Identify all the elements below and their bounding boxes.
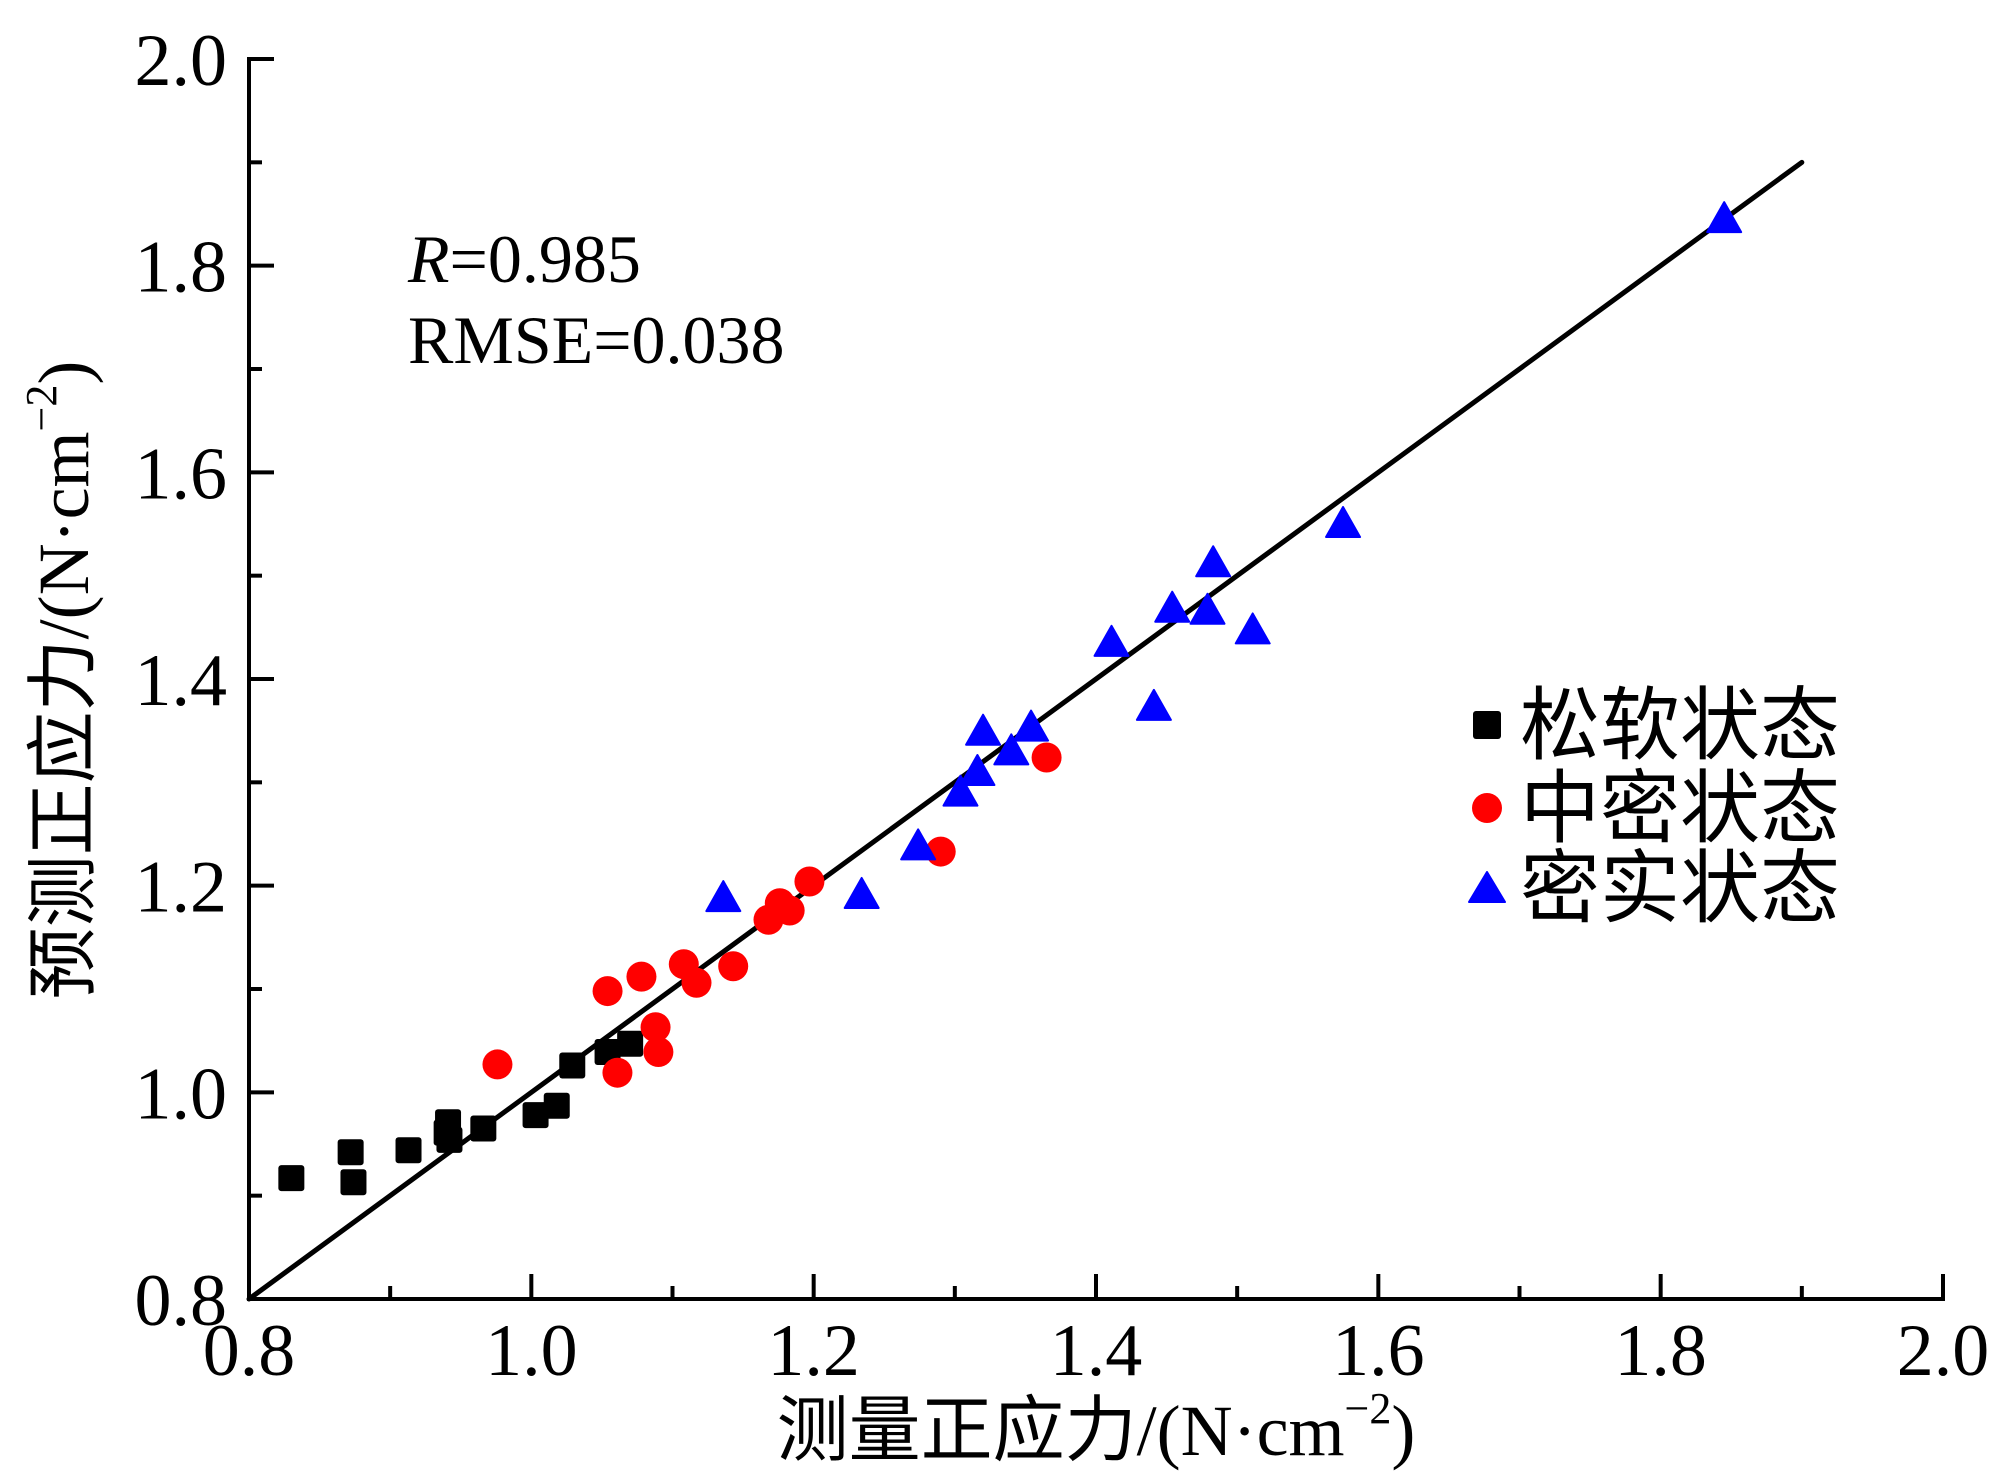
legend-marker-triangle [1468, 871, 1506, 903]
data-point-triangle [843, 876, 880, 909]
annotation-r-label: R [407, 221, 450, 297]
data-point-triangle [1325, 506, 1362, 538]
x-tick-label: 2.0 [1897, 1310, 1990, 1392]
data-points-layer [278, 201, 1743, 1196]
data-point-square [436, 1126, 463, 1153]
data-point-square [337, 1139, 364, 1166]
data-point-circle [592, 976, 623, 1007]
series-circle [482, 742, 1062, 1088]
data-point-triangle [965, 713, 1002, 746]
x-tick-label: 1.6 [1332, 1310, 1425, 1392]
data-point-circle [1031, 742, 1062, 773]
data-point-circle [643, 1037, 674, 1068]
y-tick-label: 1.2 [135, 847, 228, 929]
legend-marker-square [1473, 711, 1501, 739]
y-tick-label: 1.0 [135, 1053, 228, 1135]
data-point-square [395, 1137, 422, 1164]
data-point-circle [774, 895, 805, 926]
annotation-r: R=0.985 [407, 221, 641, 297]
x-tick-label: 1.2 [767, 1310, 860, 1392]
data-point-triangle [1189, 592, 1226, 625]
data-point-triangle [900, 828, 937, 861]
x-axis-title-close: ) [1391, 1391, 1415, 1471]
data-point-circle [718, 951, 749, 982]
data-point-square [278, 1165, 305, 1192]
data-point-triangle [1013, 709, 1050, 742]
x-axis-title: 测量正应力/(N·cm−2) [777, 1384, 1416, 1471]
data-point-triangle [705, 880, 742, 913]
annotation-rmse: RMSE=0.038 [408, 302, 785, 378]
data-point-square [617, 1030, 644, 1057]
y-axis-title-sup: −2 [17, 385, 66, 432]
data-point-triangle [1093, 624, 1130, 657]
data-point-circle [482, 1049, 513, 1080]
y-tick-label: 2.0 [135, 20, 228, 102]
data-point-circle [794, 866, 825, 897]
data-point-circle [640, 1012, 671, 1043]
data-point-square [340, 1169, 367, 1196]
data-point-triangle [1234, 612, 1271, 645]
x-tick-label: 1.4 [1050, 1310, 1143, 1392]
x-axis-title-sup: −2 [1345, 1384, 1392, 1433]
data-point-square [543, 1092, 570, 1119]
y-tick-label: 1.4 [135, 640, 228, 722]
data-point-triangle [1195, 545, 1232, 578]
annotation-rmse-value: =0.038 [593, 302, 784, 378]
data-point-triangle [1706, 201, 1743, 234]
data-point-circle [602, 1057, 633, 1088]
x-tick-label: 1.0 [485, 1310, 578, 1392]
data-point-triangle [942, 774, 979, 807]
x-tick-label: 0.8 [203, 1310, 296, 1392]
data-point-circle [626, 961, 657, 992]
data-point-triangle [993, 733, 1030, 766]
data-point-triangle [1135, 688, 1172, 721]
y-tick-label: 1.8 [135, 227, 228, 309]
x-axis-title-main: 测量正应力/(N·cm [777, 1391, 1345, 1471]
annotation-r-value: =0.985 [450, 221, 641, 297]
series-triangle [705, 201, 1743, 913]
series-square [278, 1030, 644, 1196]
legend-marker-circle [1472, 793, 1502, 823]
data-point-triangle [959, 754, 996, 786]
legend-label-loose: 松软状态 [1520, 683, 1840, 771]
data-point-square [559, 1052, 586, 1079]
y-tick-label: 1.6 [135, 433, 228, 515]
data-point-circle [681, 967, 712, 998]
annotation-rmse-label: RMSE [408, 302, 593, 378]
data-point-square [522, 1102, 549, 1129]
x-tick-label: 1.8 [1614, 1310, 1707, 1392]
y-axis-title: 预测正应力/(N·cm−2) [17, 361, 104, 1000]
y-axis-title-main: 预测正应力/(N·cm [24, 431, 104, 999]
legend-label-medium: 中密状态 [1520, 766, 1840, 854]
legend-label-dense: 密实状态 [1520, 846, 1840, 934]
data-point-triangle [1154, 590, 1191, 623]
data-point-square [470, 1115, 497, 1142]
legend: 松软状态 中密状态 密实状态 [1468, 683, 1840, 934]
y-axis-title-close: ) [24, 361, 104, 385]
ticks: 0.8 1.0 1.2 1.4 1.6 1.8 2.0 0.8 1.0 1.2 1.4 1.6 1.8 2… [135, 20, 1990, 1392]
y-tick-label: 0.8 [135, 1260, 228, 1342]
